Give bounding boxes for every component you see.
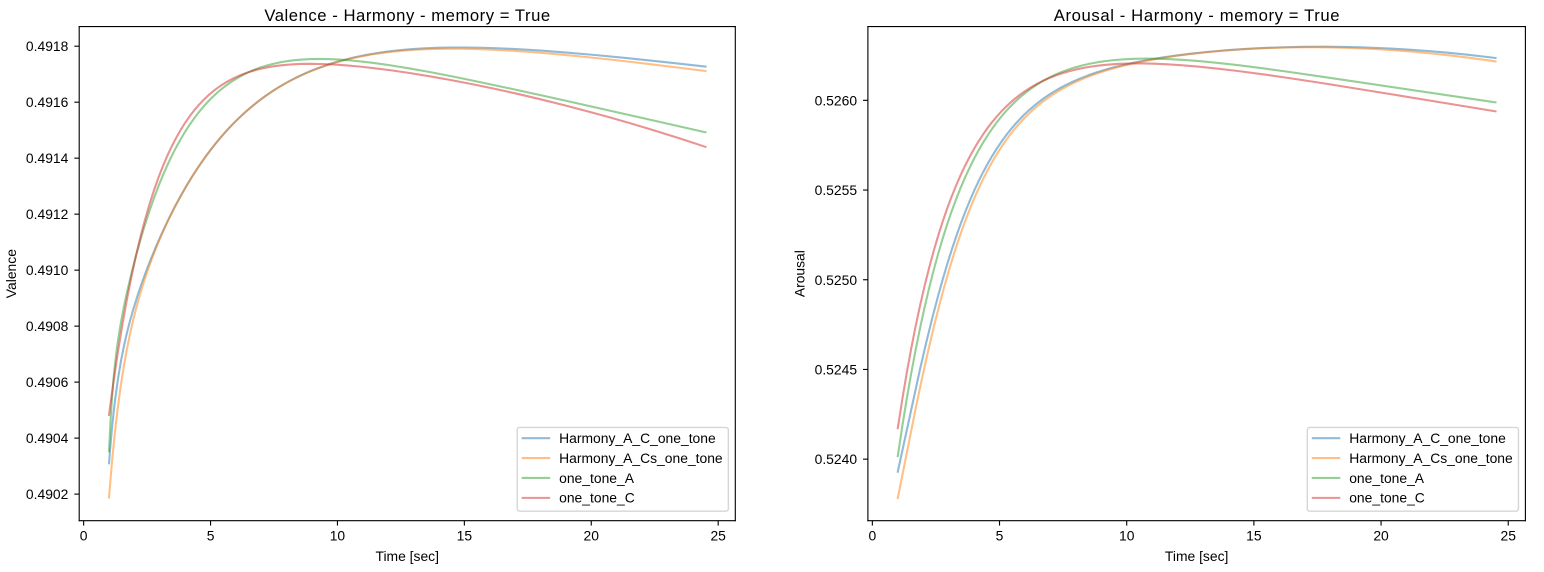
svg-text:Harmony_A_Cs_one_tone: Harmony_A_Cs_one_tone <box>1349 450 1513 466</box>
svg-text:one_tone_A: one_tone_A <box>559 470 635 486</box>
svg-text:0.4908: 0.4908 <box>26 318 69 334</box>
svg-text:5: 5 <box>996 527 1004 543</box>
svg-text:0.4918: 0.4918 <box>26 38 69 54</box>
svg-text:one_tone_C: one_tone_C <box>1349 490 1425 506</box>
svg-text:0.5255: 0.5255 <box>815 182 858 198</box>
svg-text:0.5250: 0.5250 <box>815 272 858 288</box>
svg-text:one_tone_A: one_tone_A <box>1349 470 1425 486</box>
svg-text:Time [sec]: Time [sec] <box>1165 548 1228 564</box>
svg-text:0.4902: 0.4902 <box>26 486 69 502</box>
svg-text:0: 0 <box>80 527 88 543</box>
svg-text:10: 10 <box>330 527 346 543</box>
svg-text:5: 5 <box>207 527 215 543</box>
svg-text:0.4904: 0.4904 <box>26 430 69 446</box>
svg-text:Harmony_A_C_one_tone: Harmony_A_C_one_tone <box>1349 430 1506 446</box>
svg-text:Time [sec]: Time [sec] <box>376 548 439 564</box>
svg-text:0.5245: 0.5245 <box>815 361 858 377</box>
svg-text:one_tone_C: one_tone_C <box>559 490 635 506</box>
svg-text:Arousal - Harmony - memory = T: Arousal - Harmony - memory = True <box>1054 6 1340 25</box>
svg-text:0.4916: 0.4916 <box>26 94 69 110</box>
svg-text:0.5240: 0.5240 <box>815 451 858 467</box>
svg-text:Arousal: Arousal <box>791 250 807 297</box>
svg-text:0.5260: 0.5260 <box>815 92 858 108</box>
svg-text:25: 25 <box>710 527 726 543</box>
svg-text:0: 0 <box>868 527 876 543</box>
svg-text:Valence - Harmony - memory = T: Valence - Harmony - memory = True <box>264 6 550 25</box>
svg-text:Harmony_A_Cs_one_tone: Harmony_A_Cs_one_tone <box>559 450 723 466</box>
svg-text:15: 15 <box>1246 527 1262 543</box>
svg-text:Harmony_A_C_one_tone: Harmony_A_C_one_tone <box>559 430 716 446</box>
svg-text:20: 20 <box>584 527 600 543</box>
svg-text:0.4906: 0.4906 <box>26 374 69 390</box>
svg-text:20: 20 <box>1373 527 1389 543</box>
svg-text:15: 15 <box>457 527 473 543</box>
svg-text:25: 25 <box>1501 527 1517 543</box>
svg-text:0.4910: 0.4910 <box>26 262 69 278</box>
svg-text:10: 10 <box>1119 527 1135 543</box>
svg-text:0.4912: 0.4912 <box>26 206 69 222</box>
svg-text:Valence: Valence <box>3 249 19 298</box>
svg-text:0.4914: 0.4914 <box>26 150 69 166</box>
